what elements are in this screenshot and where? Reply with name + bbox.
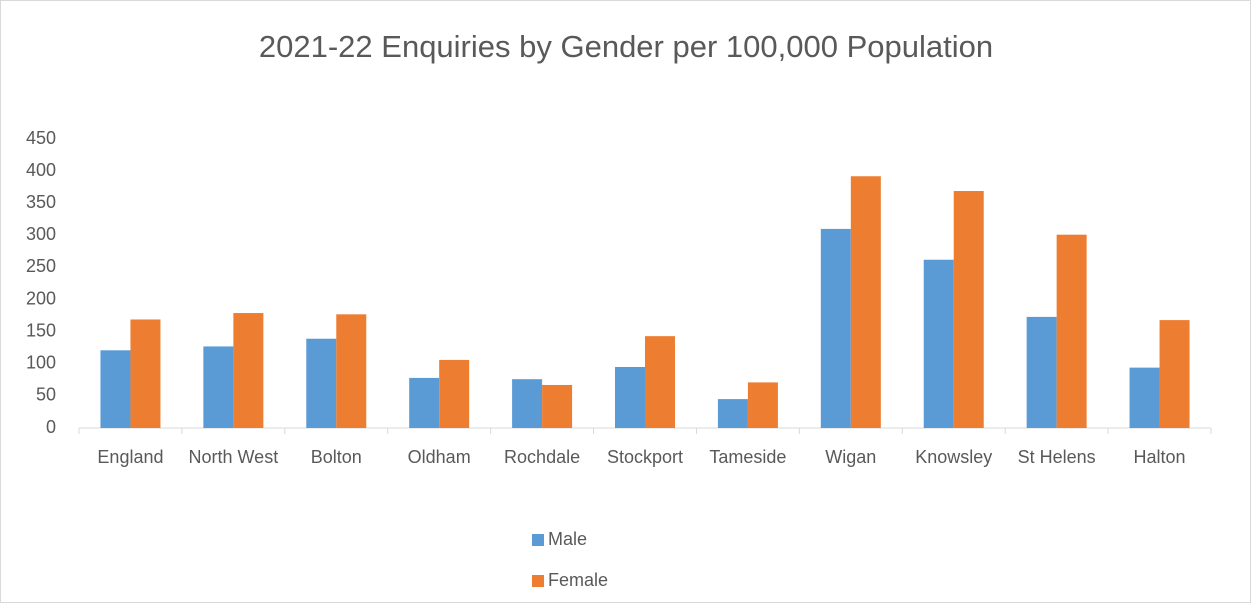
y-tick-label: 50 xyxy=(36,385,56,405)
bar xyxy=(336,314,367,428)
bar xyxy=(512,379,543,428)
chart-title: 2021-22 Enquiries by Gender per 100,000 … xyxy=(259,29,993,64)
bar xyxy=(850,176,881,428)
bar xyxy=(820,228,851,428)
x-tick-label: Halton xyxy=(1133,447,1186,467)
bar xyxy=(203,346,234,428)
bar xyxy=(923,259,954,428)
y-tick-label: 100 xyxy=(26,353,56,373)
bar xyxy=(747,382,778,428)
x-tick-label: Bolton xyxy=(310,447,362,467)
legend-label: Female xyxy=(548,570,608,590)
y-tick-label: 400 xyxy=(26,160,56,180)
x-tick-label: North West xyxy=(188,447,279,467)
y-tick-label: 200 xyxy=(26,288,56,308)
y-tick-label: 450 xyxy=(26,128,56,148)
x-tick-label: Rochdale xyxy=(504,447,581,467)
legend-swatch xyxy=(532,534,544,546)
bar xyxy=(233,313,264,428)
bar xyxy=(1129,367,1160,428)
y-tick-label: 250 xyxy=(26,256,56,276)
bar xyxy=(645,336,675,428)
x-tick-label: Tameside xyxy=(709,447,787,467)
bar xyxy=(306,338,337,428)
bar xyxy=(100,350,131,428)
x-tick-label: England xyxy=(97,447,164,467)
x-tick-label: Knowsley xyxy=(915,447,993,467)
y-tick-label: 150 xyxy=(26,320,56,340)
y-tick-label: 300 xyxy=(26,224,56,244)
bar xyxy=(1026,316,1057,428)
bar xyxy=(615,366,645,428)
legend-label: Male xyxy=(548,529,587,549)
bar xyxy=(1159,320,1190,428)
x-tick-label: St Helens xyxy=(1017,447,1096,467)
bar xyxy=(717,399,748,428)
x-tick-label: Stockport xyxy=(606,447,684,467)
bar xyxy=(1056,234,1087,428)
x-tick-label: Oldham xyxy=(407,447,471,467)
x-tick-label: Wigan xyxy=(825,447,877,467)
bar xyxy=(409,377,440,428)
bar xyxy=(542,384,573,428)
y-tick-label: 0 xyxy=(46,417,56,437)
y-tick-label: 350 xyxy=(26,192,56,212)
legend-swatch xyxy=(532,575,544,587)
bar xyxy=(439,359,470,428)
bar xyxy=(130,319,161,428)
bar xyxy=(953,191,984,428)
